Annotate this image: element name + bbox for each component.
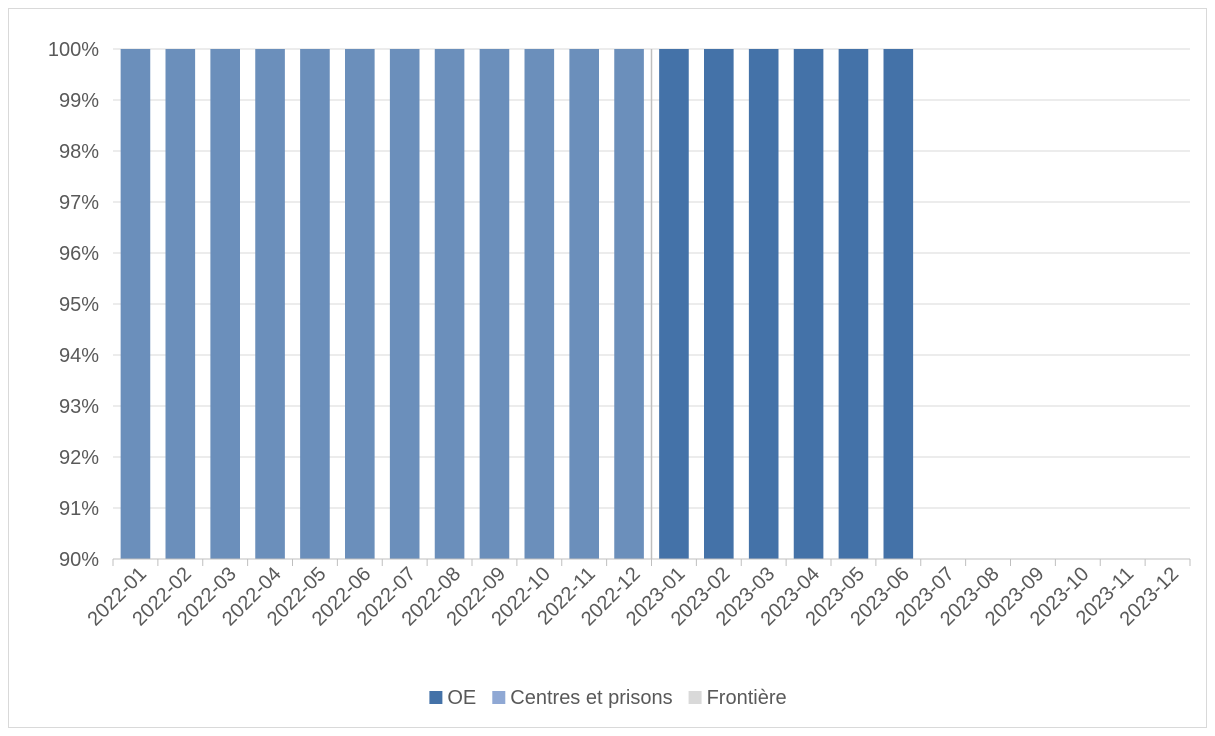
bar-oe-2022-10 [524,49,555,559]
bar-oe-2022-06 [345,49,375,559]
y-tick-label: 100% [48,39,99,61]
legend-swatch-fronti-re [688,691,702,704]
bar-oe-2022-08 [434,49,465,559]
y-tick-label: 98% [59,141,99,163]
y-tick-labels: 90% 91% 92% 93% 94% 95% 96% 97% 98% 99% 100% [48,39,99,571]
y-tick-label: 97% [59,192,99,214]
axes [112,49,1191,566]
legend: OE Centres et prisons Frontière [429,687,787,709]
x-tick-labels: 2022-012022-022022-032022-042022-052022-… [84,563,1184,630]
stacked-bar-chart: 90% 91% 92% 93% 94% 95% 96% 97% 98% 99% 100% 2022-… [48,39,1191,709]
y-tick-label: 94% [59,345,99,367]
bar-oe-2022-09 [479,49,510,559]
legend-swatch-oe [429,691,443,704]
y-tick-label: 93% [59,396,99,418]
bar-oe-2022-04 [255,49,285,559]
bar-oe-2022-03 [210,49,240,559]
legend-label: OE [447,687,476,709]
y-tick-label: 90% [59,549,99,571]
bar-oe-2022-02 [165,49,196,559]
bar-oe-2022-05 [300,49,330,559]
bar-oe-2023-05 [838,49,869,559]
bar-oe-2023-04 [793,49,824,559]
bar-oe-2022-01 [120,49,151,559]
bar-oe-2023-01 [659,49,689,559]
bar-oe-2023-06 [883,49,914,559]
y-tick-label: 92% [59,447,99,469]
bar-oe-2023-03 [748,49,779,559]
bar-oe-2022-07 [389,49,420,559]
bar-oe-2023-02 [704,49,734,559]
y-tick-label: 96% [59,243,99,265]
chart-frame: 90% 91% 92% 93% 94% 95% 96% 97% 98% 99% 100% 2022-… [8,8,1207,728]
bars [120,49,914,559]
y-tick-label: 95% [59,294,99,316]
bar-oe-2022-11 [569,49,599,559]
legend-label: Centres et prisons [510,687,672,709]
legend-swatch-centres-et-prisons [492,691,506,704]
y-tick-label: 99% [59,90,99,112]
y-tick-label: 91% [59,498,99,520]
bar-oe-2022-12 [614,49,644,559]
legend-label: Frontière [707,687,787,709]
